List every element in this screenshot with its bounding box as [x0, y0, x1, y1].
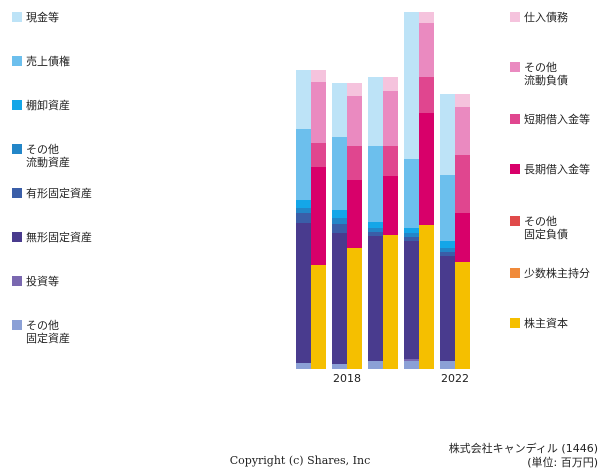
bar-segment	[311, 143, 326, 167]
bar-segment	[296, 223, 311, 363]
legend-label: 短期借入金等	[524, 113, 590, 126]
bar-segment	[311, 167, 326, 265]
legend-swatch	[510, 268, 520, 278]
unit: (単位: 百万円)	[527, 456, 598, 469]
bar-segment	[332, 224, 347, 233]
legend-label: 売上債権	[26, 55, 70, 68]
legend-label: その他 流動負債	[524, 61, 568, 87]
bar-segment	[347, 248, 362, 369]
bar-segment	[455, 155, 470, 213]
legend-swatch	[12, 320, 22, 330]
bar-segment	[311, 265, 326, 369]
legend-swatch	[12, 144, 22, 154]
bar-segment	[296, 213, 311, 223]
legend-swatch	[510, 318, 520, 328]
legend-label: その他 流動資産	[26, 143, 70, 169]
bar-segment	[455, 94, 470, 107]
legend-label: 現金等	[26, 11, 59, 24]
bar-segment	[440, 361, 455, 369]
legend-swatch	[12, 100, 22, 110]
copyright: Copyright (c) Shares, Inc	[229, 454, 371, 467]
bar-segment	[296, 363, 311, 369]
bar-segment	[332, 218, 347, 224]
bar-segment	[404, 228, 419, 233]
bar-segment	[440, 256, 455, 361]
bar-segment	[419, 77, 434, 113]
bar-segment	[347, 83, 362, 96]
bar-segment	[311, 70, 326, 82]
bar-segment	[404, 233, 419, 237]
legend-swatch	[510, 62, 520, 72]
legend-label: 棚卸資産	[26, 99, 70, 112]
bar-segment	[404, 237, 419, 241]
legend-label: 無形固定資産	[26, 231, 92, 244]
bar-segment	[296, 129, 311, 200]
legend-swatch	[510, 216, 520, 226]
bar-segment	[332, 210, 347, 218]
bar-segment	[440, 94, 455, 175]
bar-segment	[347, 146, 362, 180]
bar-segment	[419, 23, 434, 77]
legend-swatch	[510, 114, 520, 124]
bar-segment	[383, 235, 398, 369]
bar-segment	[383, 91, 398, 146]
bar-segment	[383, 77, 398, 91]
bar-segment	[296, 208, 311, 213]
bar-segment	[368, 77, 383, 146]
legend-label: その他 固定資産	[26, 319, 70, 345]
bar-segment	[347, 180, 362, 248]
bar-segment	[440, 252, 455, 256]
bar-segment	[404, 359, 419, 361]
bar-segment	[383, 176, 398, 235]
legend-label: 仕入債務	[524, 11, 568, 24]
legend-swatch	[12, 56, 22, 66]
bar-segment	[419, 113, 434, 225]
bar-segment	[404, 12, 419, 159]
bar-segment	[332, 83, 347, 137]
bar-segment	[455, 213, 470, 262]
company: 株式会社キャンディル (1446)	[448, 442, 598, 455]
bar-segment	[311, 82, 326, 143]
bar-segment	[296, 200, 311, 208]
bar-segment	[368, 232, 383, 236]
bar-segment	[404, 159, 419, 228]
bar-segment	[440, 248, 455, 252]
bar-segment	[440, 241, 455, 248]
legend-label: その他 固定負債	[524, 215, 568, 241]
bar-segment	[419, 225, 434, 369]
legend-label: 有形固定資産	[26, 187, 92, 200]
bar-segment	[383, 146, 398, 176]
legend-label: 長期借入金等	[524, 163, 590, 176]
bar-segment	[368, 228, 383, 232]
legend-label: 少数株主持分	[524, 267, 590, 280]
bar-segment	[455, 262, 470, 369]
legend-swatch	[12, 188, 22, 198]
x-tick-label: 2018	[333, 372, 361, 385]
bar-segment	[404, 361, 419, 369]
bar-segment	[296, 70, 311, 129]
bar-segment	[419, 12, 434, 23]
legend-swatch	[510, 164, 520, 174]
bar-segment	[368, 361, 383, 369]
bar-segment	[332, 233, 347, 364]
legend-swatch	[12, 232, 22, 242]
bar-segment	[404, 241, 419, 359]
bar-segment	[332, 364, 347, 369]
legend-swatch	[12, 12, 22, 22]
bar-segment	[368, 236, 383, 361]
bar-segment	[368, 222, 383, 228]
bar-segment	[455, 107, 470, 155]
x-tick-label: 2022	[441, 372, 469, 385]
bar-segment	[347, 96, 362, 146]
bar-segment	[332, 137, 347, 210]
legend-label: 株主資本	[524, 317, 568, 330]
legend-label: 投資等	[26, 275, 59, 288]
legend-swatch	[12, 276, 22, 286]
bar-segment	[440, 175, 455, 241]
bar-segment	[368, 146, 383, 222]
legend-swatch	[510, 12, 520, 22]
